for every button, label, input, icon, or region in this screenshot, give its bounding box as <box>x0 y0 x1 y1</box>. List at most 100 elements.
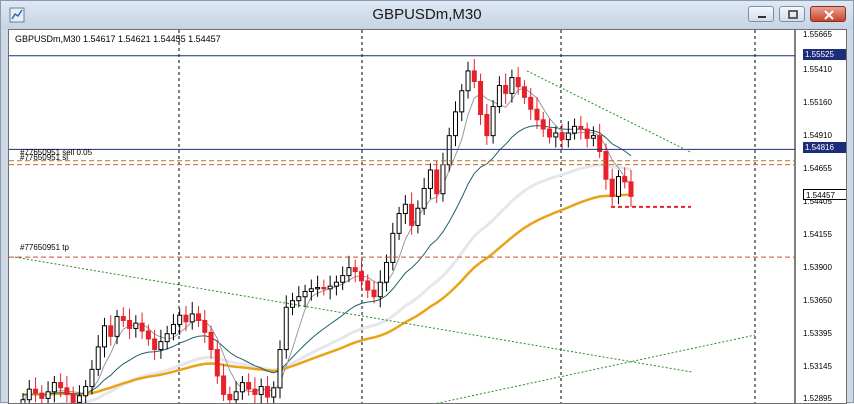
candle-body <box>183 314 189 323</box>
candle-body <box>158 341 164 351</box>
candle-body <box>515 77 521 88</box>
candle-body <box>490 106 496 137</box>
candle-body <box>509 77 515 94</box>
candle-body <box>584 128 590 139</box>
candle-body <box>409 203 415 226</box>
candle-body <box>471 70 477 82</box>
moving-average-long <box>22 193 631 396</box>
candle-body <box>145 330 151 340</box>
candle-body <box>20 399 26 403</box>
candle-body <box>108 325 114 337</box>
candle-body <box>296 296 302 302</box>
price-tick: 1.54655 <box>803 164 832 173</box>
candle-body <box>371 289 377 298</box>
candle-body <box>202 319 208 333</box>
price-tick: 1.53900 <box>803 263 832 272</box>
candle-body <box>95 346 101 370</box>
candle-body <box>465 70 471 92</box>
candle-body <box>89 368 95 388</box>
candle-body <box>101 325 107 348</box>
middle-line-price-label: 1.54816 <box>803 142 846 153</box>
trendline-down <box>14 256 693 373</box>
moving-averages <box>22 87 632 403</box>
price-tick: 1.54155 <box>803 230 832 239</box>
chart-plot-area[interactable]: GBPUSDm,M30 1.54617 1.54621 1.54455 1.54… <box>8 29 847 404</box>
candle-body <box>264 386 270 398</box>
candle-body <box>459 90 465 113</box>
candle-body <box>496 84 502 108</box>
candle-body <box>622 176 628 183</box>
candle-body <box>196 313 202 321</box>
candle-body <box>239 382 245 393</box>
minimize-button[interactable] <box>748 6 774 22</box>
chart-app-icon <box>9 7 25 23</box>
candle-body <box>33 388 39 394</box>
order-label-sell[interactable]: #77650951 sell 0.05 <box>20 148 93 157</box>
candle-body <box>258 386 264 395</box>
candle-body <box>390 232 396 263</box>
moving-average-fast <box>22 87 632 401</box>
candle-body <box>283 306 289 351</box>
close-button[interactable] <box>810 6 846 22</box>
candle-body <box>308 288 314 292</box>
candle-body <box>58 382 64 389</box>
candle-body <box>227 393 233 401</box>
candle-body <box>503 84 509 94</box>
candle-body <box>170 323 176 335</box>
candle-body <box>327 285 333 290</box>
candle-body <box>333 281 339 287</box>
candle-body <box>421 187 427 209</box>
candle-body <box>603 150 609 180</box>
candle-body <box>547 128 553 138</box>
candle-body <box>628 181 634 197</box>
candle-body <box>221 375 227 395</box>
restore-button[interactable] <box>779 6 805 22</box>
moving-average-mid <box>22 125 632 396</box>
price-tick: 1.53395 <box>803 329 832 338</box>
title-bar[interactable]: GBPUSDm,M30 <box>1 1 853 29</box>
candle-body <box>559 132 565 141</box>
order-label-sl[interactable]: #77650951 sl <box>20 153 69 162</box>
price-chart[interactable] <box>9 30 847 404</box>
candle-body <box>120 316 126 321</box>
candle-body <box>534 108 540 121</box>
candle-body <box>214 349 220 377</box>
candle-body <box>578 125 584 130</box>
minimize-icon <box>758 16 766 18</box>
candle-body <box>553 132 559 138</box>
price-tick: 1.53145 <box>803 362 832 371</box>
window-title: GBPUSDm,M30 <box>372 6 482 23</box>
candle-body <box>177 314 183 325</box>
candle-body <box>233 391 239 401</box>
current-price-label: 1.54457 <box>803 189 846 200</box>
candle-body <box>590 135 596 139</box>
candle-body <box>76 395 82 403</box>
candle-body <box>133 322 139 329</box>
price-tick: 1.54405 <box>803 197 832 206</box>
candle-body <box>302 290 308 298</box>
candle-body <box>565 132 571 141</box>
candle-body <box>377 281 383 298</box>
candle-body <box>152 338 158 351</box>
candle-body <box>358 271 364 282</box>
candle-body <box>64 387 70 395</box>
candle-body <box>252 388 258 395</box>
price-tick: 1.55160 <box>803 98 832 107</box>
price-tick: 1.55410 <box>803 65 832 74</box>
candle-body <box>208 331 214 351</box>
candle-body <box>440 164 446 195</box>
chart-overlay <box>9 55 795 403</box>
candle-body <box>83 386 89 397</box>
candle-body <box>45 391 51 399</box>
candle-body <box>521 86 527 98</box>
candle-body <box>39 392 45 399</box>
candle-body <box>415 207 421 226</box>
candle-body <box>271 387 277 398</box>
order-label-tp[interactable]: #77650951 tp <box>20 243 69 252</box>
candle-body <box>396 213 402 234</box>
candle-body <box>352 267 358 273</box>
trendline-upper <box>526 70 693 154</box>
price-tick: 1.54910 <box>803 131 832 140</box>
candle-body <box>114 316 120 337</box>
